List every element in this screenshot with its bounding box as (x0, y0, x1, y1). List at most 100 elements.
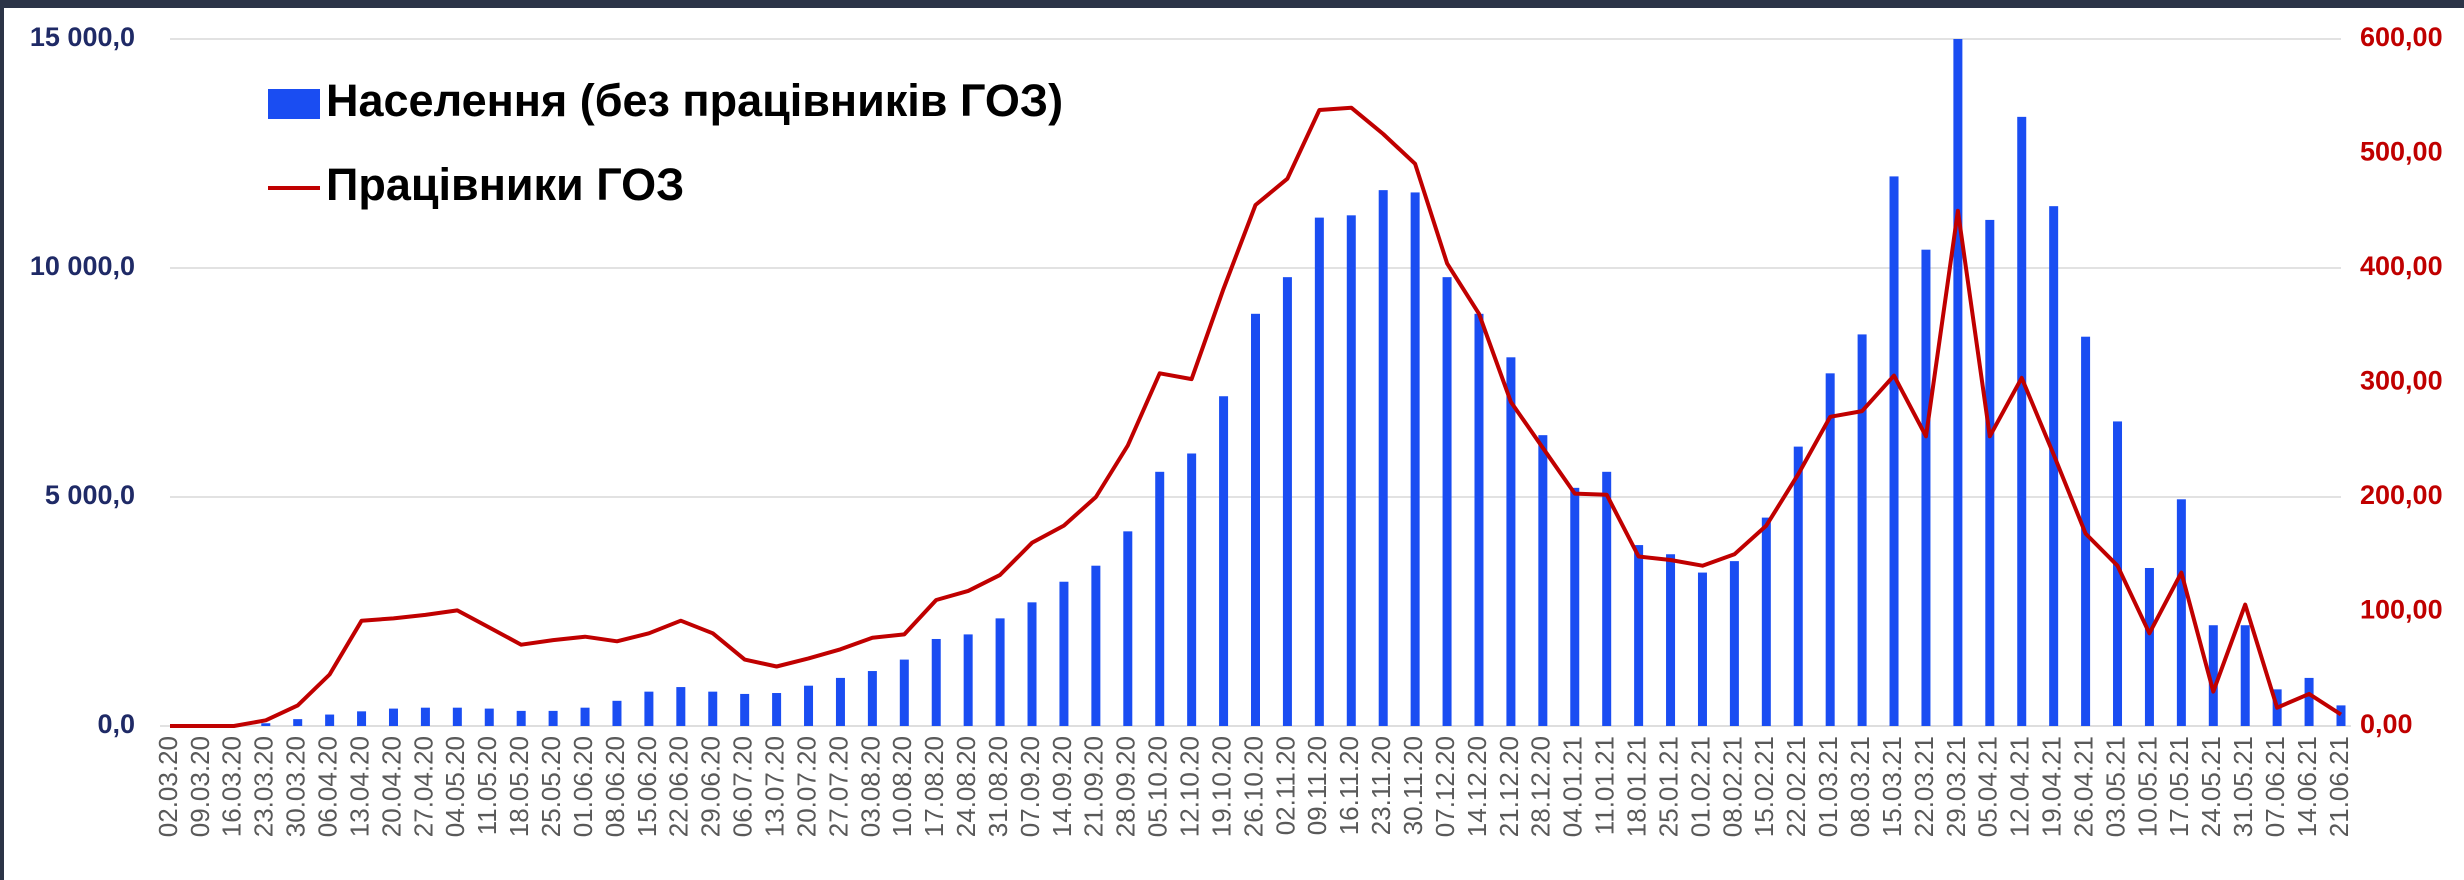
x-tick-label: 14.09.20 (1047, 736, 1077, 837)
x-tick-label: 15.06.20 (632, 736, 662, 837)
bar (899, 659, 909, 726)
x-tick-label: 31.08.20 (983, 736, 1013, 837)
bar (2304, 677, 2314, 726)
y2-tick-label: 600,00 (2360, 22, 2443, 52)
x-tick-label: 06.07.20 (728, 736, 758, 837)
bar (867, 671, 877, 726)
bar (516, 710, 526, 726)
x-tick-label: 13.07.20 (759, 736, 789, 837)
bar (2336, 705, 2346, 726)
bar (1123, 531, 1133, 726)
x-tick-label: 17.08.20 (919, 736, 949, 837)
x-tick-label: 08.02.21 (1717, 736, 1747, 837)
x-tick-label: 29.03.21 (1941, 736, 1971, 837)
x-tick-label: 30.11.20 (1398, 736, 1428, 835)
bar (1729, 561, 1739, 726)
x-tick-label: 14.12.20 (1462, 736, 1492, 837)
bar (804, 685, 814, 726)
bar (1155, 471, 1165, 726)
bar (388, 708, 398, 726)
x-tick-label: 19.04.21 (2037, 736, 2067, 837)
bar (357, 711, 367, 726)
bar (548, 710, 558, 726)
x-tick-label: 23.03.20 (249, 736, 279, 837)
y2-tick-label: 400,00 (2360, 251, 2443, 281)
x-tick-label: 07.06.21 (2260, 736, 2290, 837)
legend-label: Працівники ГОЗ (326, 159, 684, 210)
bar (1282, 277, 1292, 726)
x-tick-label: 26.10.20 (1238, 736, 1268, 837)
x-tick-label: 09.03.20 (185, 736, 215, 837)
bar (708, 691, 718, 726)
bar (1761, 517, 1771, 726)
x-tick-label: 28.12.20 (1526, 736, 1556, 837)
bar (420, 707, 430, 726)
bar (293, 719, 303, 726)
x-tick-label: 17.05.21 (2164, 736, 2194, 837)
bar (676, 687, 686, 726)
top-frame (0, 0, 2464, 8)
x-tick-label: 04.01.21 (1558, 736, 1588, 837)
bar (1378, 190, 1388, 726)
x-tick-label: 16.11.20 (1334, 736, 1364, 835)
bar (2176, 499, 2186, 726)
bar (772, 693, 782, 726)
x-tick-label: 01.06.20 (568, 736, 598, 837)
x-tick-label: 03.05.21 (2100, 736, 2130, 837)
x-tick-label: 02.11.20 (1270, 736, 1300, 835)
bar (452, 707, 462, 726)
bar (1825, 373, 1835, 726)
y-tick-label: 5 000,0 (45, 480, 135, 510)
x-tick-label: 11.01.21 (1590, 736, 1620, 835)
bar (835, 677, 845, 726)
bar (1410, 192, 1420, 726)
x-tick-label: 16.03.20 (217, 736, 247, 837)
bar (2240, 625, 2250, 726)
y2-tick-label: 200,00 (2360, 480, 2443, 510)
x-tick-label: 07.09.20 (1015, 736, 1045, 837)
bar (1889, 176, 1899, 726)
x-tick-label: 21.12.20 (1494, 736, 1524, 837)
x-tick-label: 12.10.20 (1175, 736, 1205, 837)
x-tick-label: 24.05.21 (2196, 736, 2226, 837)
x-tick-label: 06.04.20 (313, 736, 343, 837)
x-tick-label: 28.09.20 (1111, 736, 1141, 837)
x-tick-label: 08.03.21 (1845, 736, 1875, 837)
y-tick-label: 10 000,0 (30, 251, 135, 281)
x-tick-label: 25.01.21 (1653, 736, 1683, 837)
bar (1474, 313, 1484, 726)
x-tick-label: 21.09.20 (1079, 736, 1109, 837)
y-tick-label: 0,0 (97, 709, 135, 739)
bar (1538, 435, 1548, 726)
x-tick-label: 15.02.21 (1749, 736, 1779, 837)
bar (2017, 116, 2027, 727)
x-tick-label: 14.06.21 (2292, 736, 2322, 837)
x-tick-label: 18.01.21 (1621, 736, 1651, 837)
bar (963, 634, 973, 726)
left-frame (0, 0, 4, 880)
x-tick-label: 26.04.21 (2068, 736, 2098, 837)
x-tick-label: 10.08.20 (887, 736, 917, 837)
bar (1793, 446, 1803, 726)
x-tick-label: 01.02.21 (1685, 736, 1715, 837)
x-tick-label: 31.05.21 (2228, 736, 2258, 837)
y-tick-label: 15 000,0 (30, 22, 135, 52)
x-tick-label: 12.04.21 (2005, 736, 2035, 837)
x-tick-label: 13.04.20 (344, 736, 374, 837)
bar (1953, 39, 1963, 726)
bar (2144, 567, 2154, 726)
x-tick-label: 30.03.20 (281, 736, 311, 837)
x-tick-label: 05.04.21 (1973, 736, 2003, 837)
bar (1570, 487, 1580, 726)
bar (995, 618, 1005, 726)
legend-swatch (268, 89, 320, 119)
y2-tick-label: 0,00 (2360, 709, 2413, 739)
bar (1059, 581, 1069, 726)
x-tick-label: 25.05.20 (536, 736, 566, 837)
bar (740, 693, 750, 726)
bar (580, 707, 590, 726)
bar (2208, 625, 2218, 726)
x-tick-label: 07.12.20 (1430, 736, 1460, 837)
